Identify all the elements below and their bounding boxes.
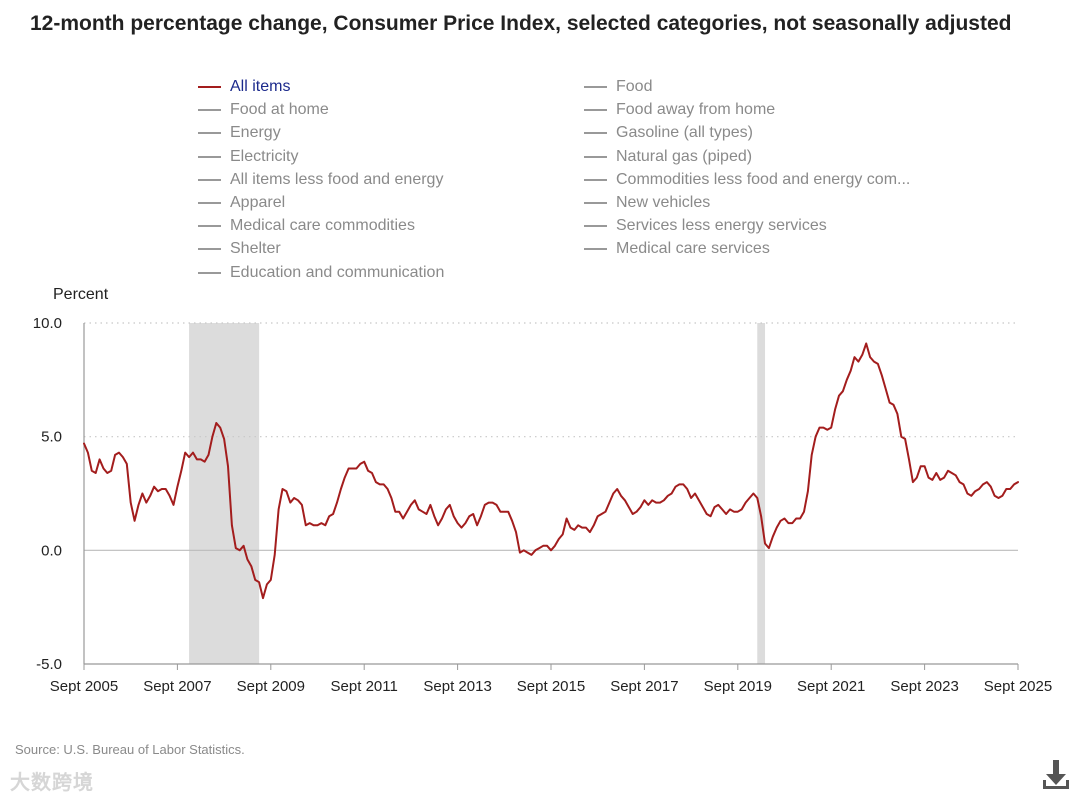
- legend-label: All items: [230, 78, 291, 95]
- legend-label: Services less energy services: [616, 217, 827, 235]
- legend-label: Energy: [230, 124, 281, 142]
- legend-swatch: [584, 86, 607, 88]
- legend-label: Shelter: [230, 240, 281, 258]
- legend-swatch: [198, 178, 221, 181]
- legend: All items Food at home Energy Electricity Al…: [198, 76, 998, 286]
- legend-label: Commodities less food and energy com...: [616, 170, 911, 188]
- y-tick-label: -5.0: [36, 656, 62, 673]
- legend-label: Food at home: [230, 101, 329, 119]
- legend-swatch: [584, 202, 607, 204]
- legend-swatch: [584, 248, 607, 251]
- x-tick-label: Sept 2019: [704, 678, 772, 695]
- legend-swatch: [198, 202, 221, 204]
- legend-swatch: [584, 132, 607, 135]
- x-tick-label: Sept 2021: [797, 678, 865, 695]
- legend-label: Electricity: [230, 147, 299, 165]
- y-axis-title: Percent: [53, 286, 109, 303]
- y-tick-label: 10.0: [33, 315, 62, 332]
- chart-title: 12-month percentage change, Consumer Pri…: [30, 12, 1012, 35]
- x-tick-label: Sept 2007: [143, 678, 211, 695]
- legend-swatch: [198, 155, 221, 158]
- legend-swatch: [584, 155, 607, 158]
- legend-swatch: [198, 225, 221, 228]
- recession-band: [189, 323, 260, 664]
- x-tick-label: Sept 2013: [423, 678, 491, 695]
- legend-swatch: [198, 248, 221, 251]
- legend-swatch: [198, 271, 221, 274]
- y-tick-label: 5.0: [41, 429, 62, 446]
- legend-swatch: [198, 109, 221, 112]
- legend-swatch: [198, 132, 221, 135]
- legend-label: Food: [616, 78, 653, 95]
- legend-label: Apparel: [230, 194, 286, 211]
- chart-plot: 10.0 5.0 0.0 -5.0 Percent Sept 2005 Sept 2007 S…: [33, 286, 1052, 695]
- legend-swatch: [198, 86, 221, 88]
- y-tick-label: 0.0: [41, 542, 62, 559]
- legend-swatch: [584, 225, 607, 228]
- watermark-logo: 大数跨境: [10, 772, 94, 794]
- legend-label: Medical care commodities: [230, 217, 415, 235]
- legend-label: Medical care services: [616, 240, 770, 258]
- x-tick-label: Sept 2017: [610, 678, 678, 695]
- legend-label: Gasoline (all types): [616, 124, 753, 142]
- legend-label: Education and communication: [230, 263, 445, 281]
- source-note: Source: U.S. Bureau of Labor Statistics.: [15, 742, 245, 757]
- x-tick-label: Sept 2005: [50, 678, 118, 695]
- legend-label: Food away from home: [616, 101, 776, 119]
- x-tick-label: Sept 2011: [331, 678, 398, 695]
- series-line: [83, 342, 1019, 600]
- legend-swatch: [584, 178, 607, 181]
- x-tick-label: Sept 2023: [890, 678, 958, 695]
- recession-band: [757, 323, 766, 664]
- x-tick-label: Sept 2009: [237, 678, 305, 695]
- x-tick-label: Sept 2025: [984, 678, 1052, 695]
- legend-label: New vehicles: [616, 194, 711, 211]
- download-icon[interactable]: [1040, 758, 1072, 792]
- legend-label: Natural gas (piped): [616, 147, 753, 165]
- legend-label: All items less food and energy: [230, 170, 444, 188]
- legend-swatch: [584, 109, 607, 112]
- x-tick-label: Sept 2015: [517, 678, 585, 695]
